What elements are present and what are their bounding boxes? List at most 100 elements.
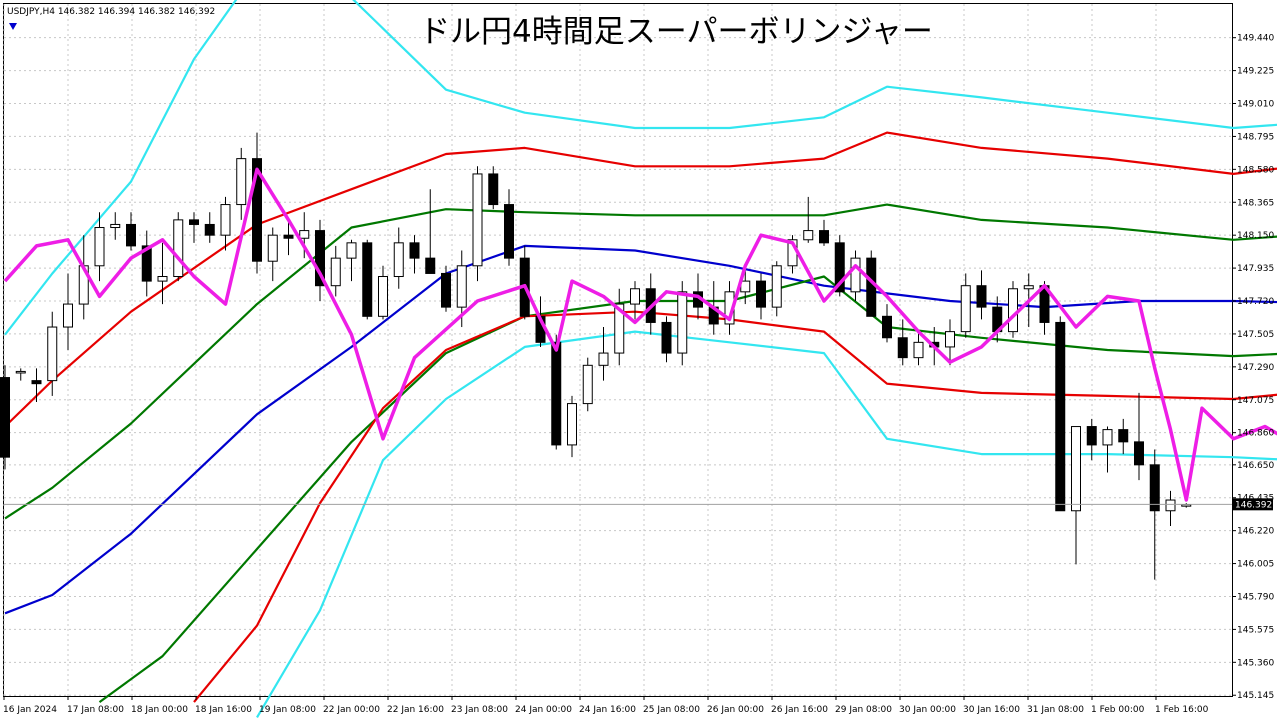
candle-body-down	[505, 205, 514, 259]
candle-body-down	[442, 273, 451, 307]
candle-body-down	[127, 224, 136, 245]
candle-body-up	[347, 243, 356, 258]
candle-body-down	[32, 381, 41, 384]
current-price-tag: 146.392	[1233, 498, 1273, 510]
candle	[552, 335, 561, 450]
candle-body-down	[898, 338, 907, 358]
candle-body-up	[804, 231, 813, 240]
y-tick-label: 145.790	[1237, 592, 1274, 602]
y-tick-label: 148.365	[1237, 198, 1274, 208]
candle-body-up	[1009, 289, 1018, 332]
x-tick-label: 17 Jan 08:00	[67, 705, 124, 715]
candle	[1056, 316, 1065, 510]
candle-body-up	[583, 365, 592, 403]
candle-body-up	[394, 243, 403, 277]
candle-body-down	[426, 258, 435, 273]
candle-body-up	[1072, 427, 1081, 511]
candle-body-up	[851, 258, 860, 292]
candle	[473, 166, 482, 281]
candle-body-up	[457, 266, 466, 307]
candle	[583, 358, 592, 412]
candle-body-up	[772, 266, 781, 307]
price-axis[interactable]: 149.440 149.225 149.010 148.795 148.580 148.3…	[1232, 34, 1274, 702]
y-tick-label: 146.005	[1237, 560, 1274, 570]
candle-body-down	[284, 235, 293, 238]
candle-body-up	[268, 235, 277, 261]
candle-body-down	[662, 322, 671, 353]
x-tick-label: 30 Jan 00:00	[899, 705, 956, 715]
y-tick-label: 149.225	[1237, 67, 1274, 77]
candle-body-down	[1056, 322, 1065, 510]
y-tick-label: 149.010	[1237, 100, 1274, 110]
candle-body-down	[883, 316, 892, 337]
x-tick-label: 19 Jan 08:00	[259, 705, 316, 715]
candle	[363, 240, 372, 320]
x-tick-label: 29 Jan 08:00	[835, 705, 892, 715]
candle-body-down	[363, 243, 372, 316]
candle-body-up	[221, 205, 230, 236]
x-tick-label: 30 Jan 16:00	[963, 705, 1020, 715]
candle-body-up	[331, 258, 340, 286]
candle-body-up	[16, 371, 25, 373]
y-tick-label: 146.650	[1237, 461, 1274, 471]
candle-body-up	[237, 159, 246, 205]
candle-body-up	[961, 286, 970, 332]
candle-body-down	[552, 342, 561, 445]
candle-body-up	[158, 277, 167, 282]
x-tick-label: 24 Jan 00:00	[515, 705, 572, 715]
symbol-info: USDJPY,H4 146.382 146.394 146.382 146.39…	[7, 7, 215, 17]
candle-body-up	[473, 174, 482, 266]
x-tick-label: 1 Feb 16:00	[1155, 705, 1209, 715]
candle-body-up	[95, 228, 104, 266]
candle-body-down	[757, 281, 766, 307]
candle-body-up	[568, 404, 577, 445]
y-tick-label: 147.290	[1237, 363, 1274, 373]
y-tick-label: 145.360	[1237, 658, 1274, 668]
x-tick-label: 22 Jan 00:00	[323, 705, 380, 715]
candle-body-down	[410, 243, 419, 258]
candle-body-down	[867, 258, 876, 316]
candle-body-up	[48, 327, 57, 381]
candle-body-down	[489, 174, 498, 205]
x-tick-label: 18 Jan 00:00	[131, 705, 188, 715]
x-tick-label: 22 Jan 16:00	[387, 705, 444, 715]
y-tick-label: 148.150	[1237, 231, 1274, 241]
y-tick-label: 147.075	[1237, 396, 1274, 406]
x-tick-label: 16 Jan 2024	[3, 705, 57, 715]
y-tick-label: 145.575	[1237, 625, 1274, 635]
candle-body-up	[1024, 286, 1033, 289]
candle-body-up	[64, 304, 73, 327]
candle-body-up	[678, 292, 687, 353]
candle-body-up	[300, 231, 309, 239]
candle-body-down	[205, 224, 214, 235]
candle-body-up	[1182, 505, 1191, 507]
candle-body-up	[111, 224, 120, 227]
candle-body-up	[631, 289, 640, 304]
candle-body-up	[946, 332, 955, 347]
candle-body-down	[1087, 427, 1096, 445]
y-tick-label: 148.795	[1237, 132, 1274, 142]
candle-body-down	[1119, 430, 1128, 442]
candle-body-down	[977, 286, 986, 307]
y-tick-label: 148.580	[1237, 165, 1274, 175]
candle	[174, 212, 183, 281]
x-tick-label: 31 Jan 08:00	[1027, 705, 1084, 715]
x-tick-label: 24 Jan 16:00	[579, 705, 636, 715]
y-tick-label: 146.860	[1237, 429, 1274, 439]
candle	[1, 365, 10, 469]
candle-body-down	[190, 220, 199, 225]
candle-body-down	[820, 231, 829, 243]
y-tick-label: 149.440	[1237, 34, 1274, 44]
candle-body-up	[379, 277, 388, 317]
y-tick-label: 145.145	[1237, 691, 1274, 701]
candle-body-up	[1103, 430, 1112, 445]
x-tick-label: 23 Jan 08:00	[451, 705, 508, 715]
x-tick-label: 1 Feb 00:00	[1091, 705, 1145, 715]
candle-body-down	[1, 378, 10, 458]
y-tick-label: 147.505	[1237, 330, 1274, 340]
y-tick-label: 146.220	[1237, 527, 1274, 537]
candle-body-up	[599, 353, 608, 365]
candle-body-up	[174, 220, 183, 277]
